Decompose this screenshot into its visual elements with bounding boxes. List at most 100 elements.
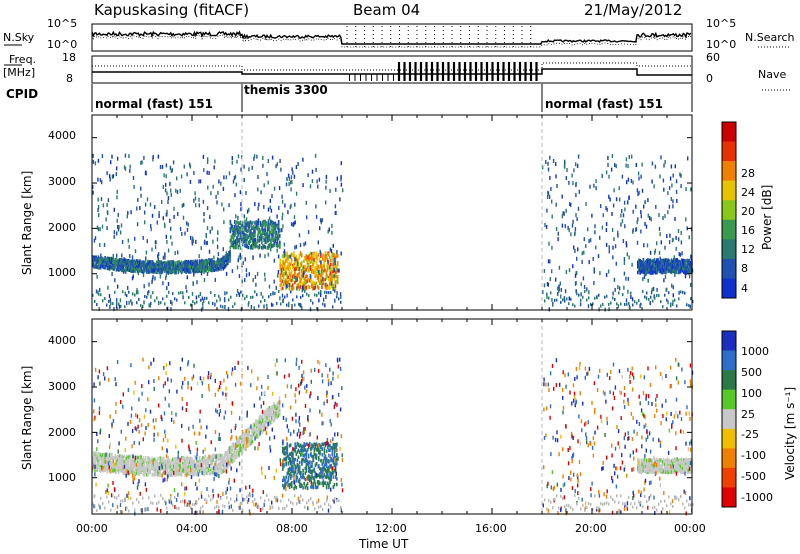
echo-cell bbox=[240, 307, 243, 312]
echo-cell bbox=[245, 190, 247, 195]
echo-cell bbox=[675, 258, 677, 262]
echo-cell bbox=[641, 162, 643, 167]
echo-cell bbox=[112, 469, 114, 473]
echo-cell bbox=[228, 171, 231, 176]
echo-cell bbox=[95, 468, 97, 472]
echo-cell bbox=[216, 263, 219, 268]
echo-cell bbox=[133, 456, 136, 461]
echo-cell bbox=[116, 267, 119, 272]
echo-cell bbox=[172, 259, 174, 264]
echo-cell bbox=[159, 468, 162, 472]
echo-cell bbox=[118, 304, 121, 309]
echo-cell bbox=[116, 231, 118, 236]
echo-cell bbox=[113, 234, 115, 239]
echo-cell bbox=[270, 242, 272, 247]
echo-cell bbox=[102, 453, 104, 457]
echo-cell bbox=[321, 269, 323, 273]
echo-cell bbox=[299, 285, 302, 289]
echo-cell bbox=[322, 253, 324, 257]
echo-cell bbox=[684, 271, 686, 275]
echo-cell bbox=[132, 462, 135, 466]
echo-cell bbox=[168, 265, 171, 269]
echo-cell bbox=[202, 265, 204, 270]
echo-cell bbox=[134, 461, 137, 466]
echo-cell bbox=[268, 226, 271, 231]
echo-cell bbox=[272, 244, 274, 248]
echo-cell bbox=[119, 266, 121, 271]
echo-cell bbox=[625, 298, 628, 303]
echo-cell bbox=[137, 471, 139, 476]
echo-cell bbox=[277, 232, 280, 236]
echo-cell bbox=[311, 270, 313, 274]
echo-cell bbox=[320, 254, 322, 258]
echo-cell bbox=[197, 467, 200, 472]
echo-cell bbox=[98, 213, 100, 218]
echo-cell bbox=[133, 259, 136, 263]
echo-cell bbox=[314, 270, 316, 274]
echo-cell bbox=[295, 165, 298, 170]
echo-cell bbox=[248, 221, 251, 225]
echo-cell bbox=[236, 226, 238, 231]
echo-cell bbox=[116, 458, 119, 463]
echo-cell bbox=[248, 241, 251, 246]
echo-cell bbox=[325, 200, 327, 205]
echo-cell bbox=[331, 230, 333, 235]
echo-cell bbox=[175, 456, 177, 461]
echo-cell bbox=[340, 251, 342, 256]
echo-cell bbox=[280, 268, 283, 273]
echo-cell bbox=[295, 277, 297, 282]
echo-cell bbox=[279, 234, 281, 238]
echo-cell bbox=[232, 230, 235, 235]
echo-cell bbox=[171, 473, 174, 478]
echo-cell bbox=[317, 272, 320, 276]
echo-cell bbox=[572, 303, 574, 307]
echo-cell bbox=[639, 271, 641, 275]
echo-cell bbox=[285, 267, 287, 271]
echo-cell bbox=[194, 301, 196, 305]
echo-cell bbox=[198, 462, 201, 467]
echo-cell bbox=[237, 258, 239, 263]
echo-cell bbox=[241, 242, 244, 247]
echo-cell bbox=[548, 296, 550, 300]
echo-cell bbox=[221, 202, 223, 207]
echo-cell bbox=[186, 458, 189, 462]
echo-cell bbox=[557, 291, 559, 296]
nave-low-tick: 0 bbox=[706, 72, 713, 85]
echo-cell bbox=[659, 174, 661, 179]
echo-cell bbox=[110, 266, 112, 270]
echo-cell bbox=[200, 298, 202, 302]
echo-cell bbox=[121, 459, 123, 463]
echo-cell bbox=[315, 260, 318, 265]
echo-cell bbox=[340, 295, 342, 299]
echo-cell bbox=[333, 286, 336, 291]
echo-cell bbox=[105, 262, 108, 266]
echo-cell bbox=[256, 220, 259, 225]
echo-cell bbox=[687, 270, 690, 275]
echo-cell bbox=[216, 257, 219, 261]
echo-cell bbox=[679, 172, 681, 177]
echo-cell bbox=[248, 233, 251, 238]
echo-cell bbox=[649, 262, 651, 267]
echo-cell bbox=[658, 250, 661, 255]
echo-cell bbox=[247, 302, 250, 307]
echo-cell bbox=[628, 301, 630, 305]
echo-cell bbox=[688, 267, 691, 271]
echo-cell bbox=[689, 270, 692, 274]
echo-cell bbox=[99, 287, 101, 292]
echo-cell bbox=[168, 459, 171, 464]
echo-cell bbox=[122, 457, 124, 461]
echo-cell bbox=[649, 271, 651, 275]
echo-cell bbox=[321, 285, 323, 289]
echo-cell bbox=[248, 239, 251, 244]
echo-cell bbox=[145, 256, 147, 261]
echo-cell bbox=[282, 267, 285, 271]
echo-cell bbox=[331, 284, 333, 289]
xtick: 20:00 bbox=[575, 522, 607, 535]
echo-cell bbox=[210, 265, 212, 270]
echo-cell bbox=[206, 259, 209, 264]
echo-cell bbox=[128, 460, 130, 464]
echo-cell bbox=[295, 257, 297, 262]
echo-cell bbox=[155, 240, 157, 245]
echo-cell bbox=[117, 258, 120, 263]
echo-cell bbox=[673, 268, 675, 272]
